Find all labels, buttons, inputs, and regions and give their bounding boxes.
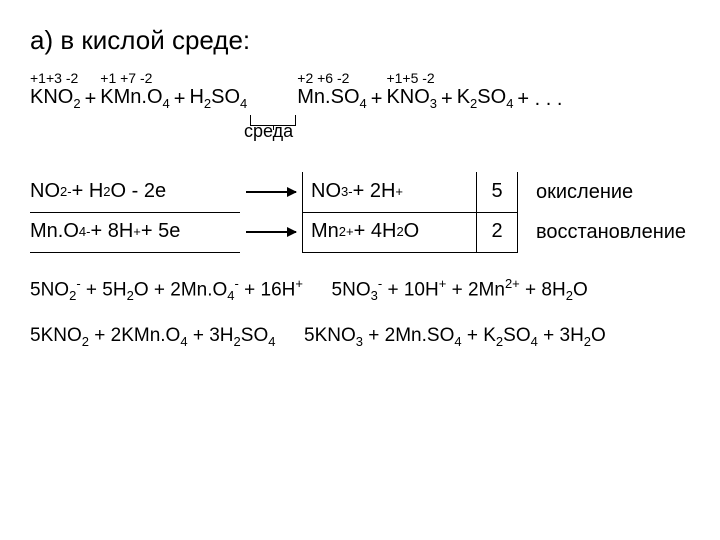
section-title: а) в кислой среде:: [30, 25, 690, 56]
coef: 5: [476, 172, 518, 213]
medium-label: среда: [244, 121, 690, 142]
compound-k2so4: K2SO4: [457, 86, 514, 111]
ox-state: +2 +6 -2: [297, 70, 349, 86]
compound-mnso4: +2 +6 -2 Mn.SO4: [297, 86, 366, 111]
process-label: окисление: [518, 181, 633, 204]
compound-kno3: +1+5 -2 KNO3: [386, 86, 437, 111]
ionic-equation: 5NO2- + 5H2O + 2Mn.O4- + 16H+ 5NO3- + 10…: [30, 276, 690, 303]
oxidation-row: NO2- + H2 O - 2e NO3- + 2H+ 5 окисление: [30, 172, 690, 212]
main-equation: +1+3 -2 KNO2 + +1 +7 -2 KMn.O4 + H2SO4 +…: [30, 86, 690, 111]
ox-state: +1+3 -2: [30, 70, 78, 86]
reduction-row: Mn.O4- + 8H+ + 5e Mn2+ + 4H2 O 2 восстан…: [30, 212, 690, 252]
molecular-equation: 5KNO2 + 2KMn.O4 + 3H2SO4 5KNO3 + 2Mn.SO4…: [30, 325, 690, 349]
ox-state: +1 +7 -2: [100, 70, 152, 86]
compound-kmno4: +1 +7 -2 KMn.O4: [100, 86, 169, 111]
arrow-icon: [246, 231, 296, 233]
arrow-icon: [246, 191, 296, 193]
ox-state: +1+5 -2: [386, 70, 434, 86]
process-label: восстановление: [518, 221, 686, 244]
half-reactions-table: NO2- + H2 O - 2e NO3- + 2H+ 5 окисление …: [30, 172, 690, 252]
compound-h2so4: H2SO4: [189, 86, 247, 111]
coef: 2: [476, 212, 518, 253]
compound-kno2: +1+3 -2 KNO2: [30, 86, 81, 111]
